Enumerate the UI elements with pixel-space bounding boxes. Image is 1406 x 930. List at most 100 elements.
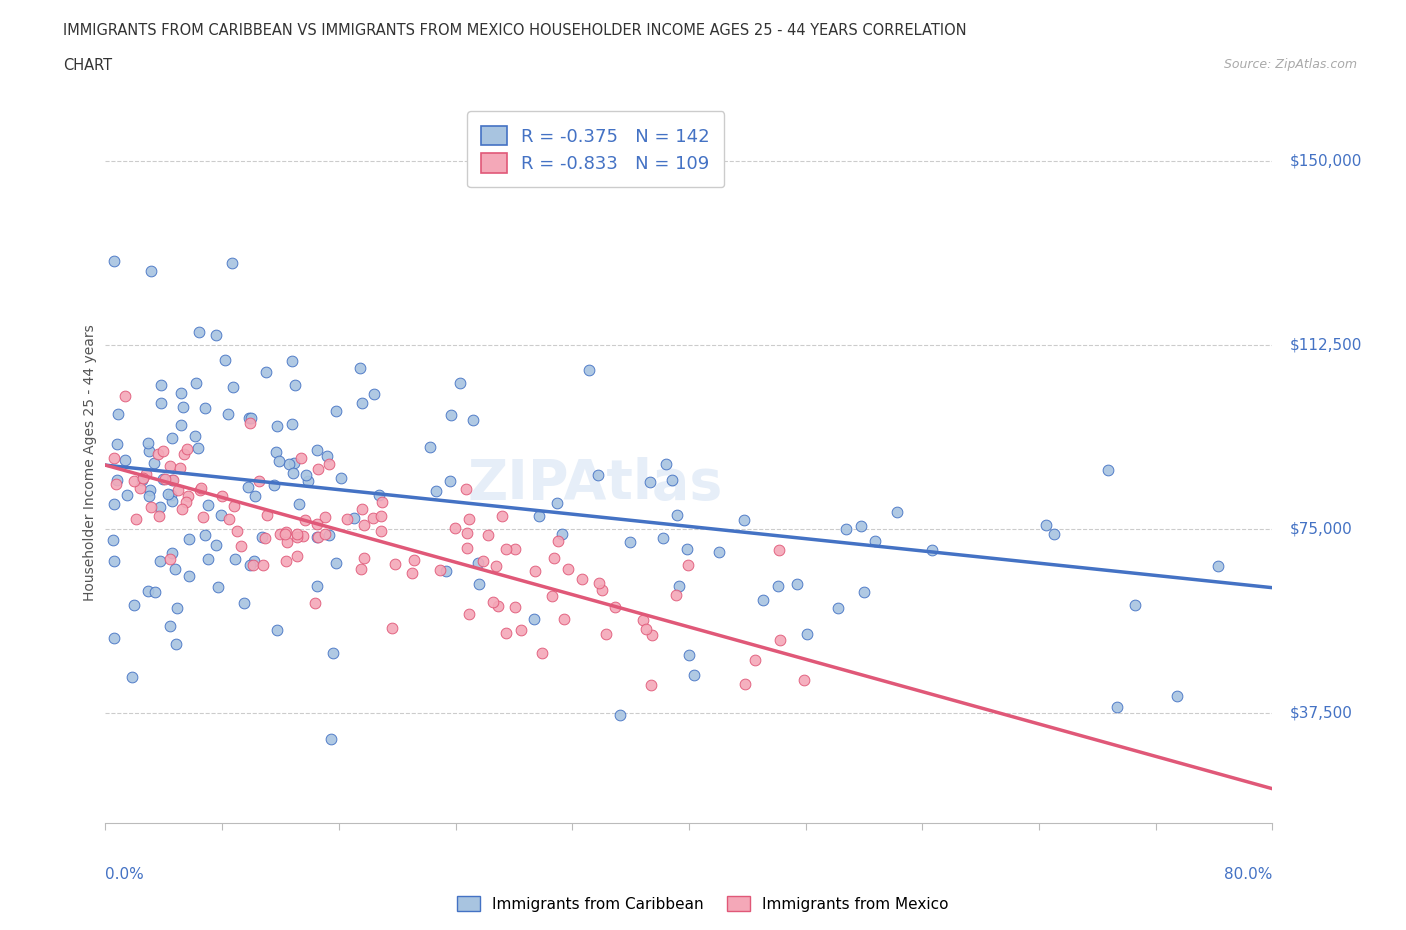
Point [276,535,298,550]
Point [222,499,245,514]
Point [768,633,790,648]
Point [263,478,285,493]
Point [283,456,305,471]
Point [314,510,336,525]
Point [352,501,374,516]
Point [678,557,700,572]
Point [218,512,240,526]
Point [370,524,392,538]
Point [285,549,308,564]
Text: $112,500: $112,500 [1289,338,1362,352]
Point [510,622,533,637]
Text: CHART: CHART [63,58,112,73]
Point [586,468,609,483]
Point [335,512,357,526]
Point [105,436,128,451]
Point [254,531,277,546]
Point [523,611,546,626]
Point [285,526,308,541]
Point [276,553,298,568]
Point [578,363,600,378]
Text: 80.0%: 80.0% [1225,867,1272,883]
Point [132,471,155,485]
Point [292,528,315,543]
Point [288,497,311,512]
Point [495,625,517,640]
Point [187,441,209,456]
Point [316,448,339,463]
Point [103,554,125,569]
Point [827,601,849,616]
Point [886,504,908,519]
Point [278,456,301,471]
Point [153,472,176,487]
Point [103,631,125,645]
Point [524,564,547,578]
Point [304,596,326,611]
Point [318,457,340,472]
Point [103,497,125,512]
Point [449,376,471,391]
Point [194,527,217,542]
Point [146,446,169,461]
Point [160,431,183,445]
Point [125,512,148,526]
Point [766,578,789,593]
Point [243,553,266,568]
Legend: R = -0.375   N = 142, R = -0.833   N = 109: R = -0.375 N = 142, R = -0.833 N = 109 [467,112,724,187]
Point [177,489,200,504]
Point [143,584,166,599]
Point [307,462,329,477]
Point [188,483,211,498]
Point [863,534,886,549]
Point [343,511,366,525]
Text: Source: ZipAtlas.com: Source: ZipAtlas.com [1223,58,1357,71]
Point [266,622,288,637]
Point [481,594,503,609]
Point [631,612,654,627]
Point [139,483,162,498]
Point [209,508,232,523]
Point [103,451,125,466]
Point [350,396,373,411]
Point [138,444,160,458]
Point [233,595,256,610]
Point [353,551,375,565]
Point [486,599,509,614]
Point [214,352,236,367]
Point [305,530,328,545]
Point [676,542,699,557]
Point [350,561,373,576]
Point [307,529,329,544]
Point [768,543,790,558]
Point [207,579,229,594]
Text: $75,000: $75,000 [1289,522,1353,537]
Point [247,473,270,488]
Point [239,416,262,431]
Point [115,487,138,502]
Text: IMMIGRANTS FROM CARIBBEAN VS IMMIGRANTS FROM MEXICO HOUSEHOLDER INCOME AGES 25 -: IMMIGRANTS FROM CARIBBEAN VS IMMIGRANTS … [63,23,967,38]
Point [322,645,344,660]
Point [314,526,336,541]
Point [485,558,508,573]
Point [458,512,481,526]
Point [786,576,808,591]
Point [661,472,683,487]
Point [456,540,478,555]
Point [131,472,153,487]
Point [457,606,479,621]
Point [169,460,191,475]
Point [128,481,150,496]
Point [184,429,207,444]
Point [204,327,226,342]
Point [281,466,304,481]
Point [204,538,226,552]
Point [221,255,243,270]
Point [443,521,465,536]
Point [238,411,260,426]
Point [495,541,517,556]
Point [547,534,569,549]
Point [294,512,316,527]
Point [136,584,159,599]
Point [157,486,180,501]
